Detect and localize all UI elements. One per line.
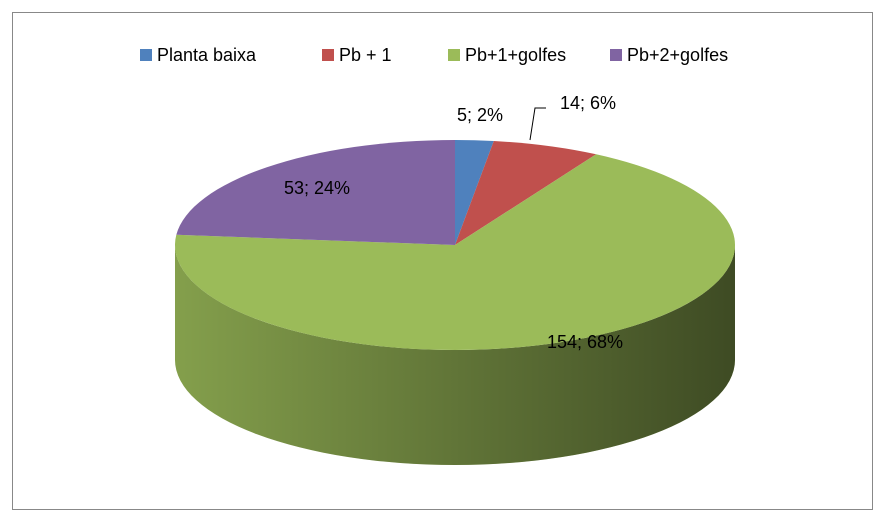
legend-label: Pb + 1	[339, 45, 392, 65]
slice	[174, 154, 735, 351]
legend-label: Planta baixa	[157, 45, 257, 65]
leader-line	[529, 107, 546, 141]
data-label: 154; 68%	[547, 332, 623, 352]
legend-label: Pb+1+golfes	[465, 45, 566, 65]
data-label: 14; 6%	[560, 93, 616, 113]
legend-label: Pb+2+golfes	[627, 45, 728, 65]
data-label: 5; 2%	[457, 105, 503, 125]
data-label: 53; 24%	[284, 178, 350, 198]
slice-side-shade	[175, 245, 735, 465]
legend-swatch	[322, 49, 334, 61]
slice	[176, 140, 456, 245]
legend-swatch	[140, 49, 152, 61]
legend-swatch	[610, 49, 622, 61]
legend-swatch	[448, 49, 460, 61]
slice	[455, 140, 494, 245]
slice	[455, 141, 597, 245]
